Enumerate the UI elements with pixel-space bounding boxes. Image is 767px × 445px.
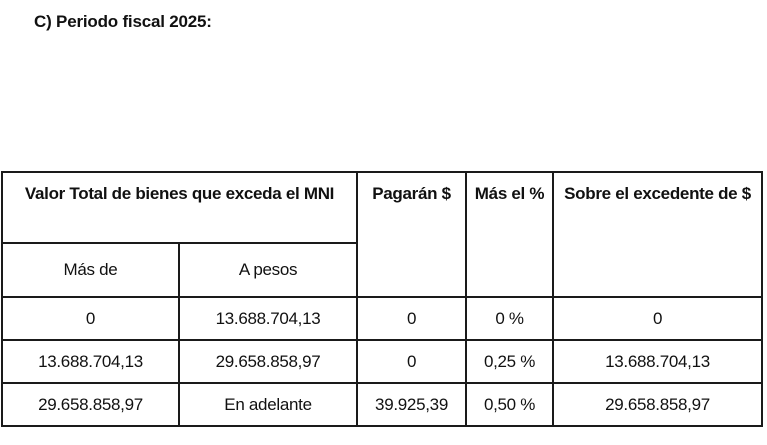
subheader-from: Más de	[1, 242, 180, 298]
cell-from: 0	[1, 296, 180, 341]
table-row: 29.658.858,97 En adelante 39.925,39 0,50…	[1, 382, 764, 427]
cell-from: 29.658.858,97	[1, 382, 180, 427]
header-over-excess: Sobre el excedente de $	[552, 171, 764, 298]
cell-pay: 39.925,39	[356, 382, 468, 427]
table-row: 13.688.704,13 29.658.858,97 0 0,25 % 13.…	[1, 339, 764, 384]
section-heading: C) Periodo fiscal 2025:	[34, 12, 212, 31]
cell-excess: 13.688.704,13	[552, 339, 764, 384]
tax-brackets-table: Valor Total de bienes que exceda el MNI …	[0, 171, 764, 427]
header-total-value: Valor Total de bienes que exceda el MNI	[0, 171, 359, 244]
header-row: Valor Total de bienes que exceda el MNI …	[0, 171, 764, 298]
table-row: 0 13.688.704,13 0 0 % 0	[1, 296, 764, 341]
subheader-to: A pesos	[177, 242, 359, 298]
cell-percent: 0 %	[465, 296, 555, 341]
cell-excess: 29.658.858,97	[552, 382, 764, 427]
cell-from: 13.688.704,13	[1, 339, 180, 384]
cell-percent: 0,25 %	[465, 339, 555, 384]
cell-percent: 0,50 %	[465, 382, 555, 427]
header-pay: Pagarán $	[356, 171, 468, 298]
subheader-row: Más de A pesos	[1, 242, 762, 298]
header-plus-percent: Más el %	[465, 171, 555, 298]
cell-to: En adelante	[177, 382, 359, 427]
cell-pay: 0	[356, 296, 468, 341]
cell-excess: 0	[552, 296, 764, 341]
cell-to: 13.688.704,13	[177, 296, 359, 341]
cell-pay: 0	[356, 339, 468, 384]
cell-to: 29.658.858,97	[177, 339, 359, 384]
